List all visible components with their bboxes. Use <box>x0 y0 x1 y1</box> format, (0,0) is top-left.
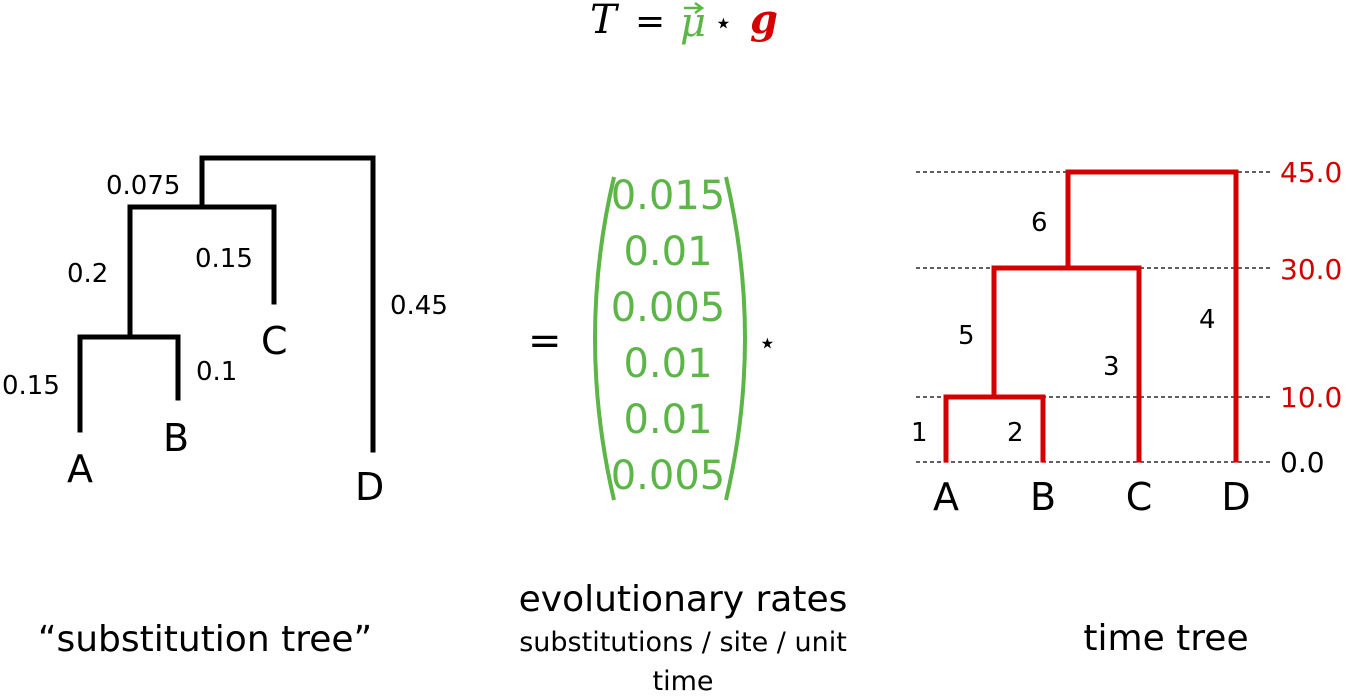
time-label-10: 10.0 <box>1280 381 1342 414</box>
formula-star: ⋆ <box>714 6 733 41</box>
branch-number-5: 5 <box>958 321 975 351</box>
time-label-45: 45.0 <box>1280 156 1342 189</box>
rate-value: 0.015 <box>611 173 726 219</box>
time-tree <box>943 169 1239 463</box>
formula-T: T <box>590 0 620 43</box>
leaf-b: B <box>163 416 189 460</box>
branch-length-d: 0.45 <box>390 291 448 321</box>
branch-length-0075: 0.075 <box>106 171 180 201</box>
time-branch-d <box>1065 169 1239 463</box>
substitution-tree-caption: “substitution tree” <box>38 619 372 660</box>
leaf-c: C <box>261 319 288 363</box>
branch-length-02: 0.2 <box>67 259 108 289</box>
abc-branch-c <box>127 204 277 305</box>
time-label-30: 30.0 <box>1280 253 1342 286</box>
leaf-a: A <box>67 447 93 491</box>
vector-arrow-icon <box>684 1 705 15</box>
leaf-d: D <box>355 465 384 509</box>
time-tree-caption: time tree <box>1083 618 1248 659</box>
rate-value: 0.005 <box>611 453 726 499</box>
rate-value: 0.01 <box>623 341 712 387</box>
formula-equals: = <box>635 1 665 42</box>
left-paren-icon <box>593 176 616 501</box>
time-label-0: 0.0 <box>1280 446 1325 479</box>
time-tree-branch-numbers: 6 5 4 3 2 1 <box>911 208 1216 448</box>
time-branch-b <box>943 394 1046 463</box>
substitution-tree <box>77 155 376 453</box>
time-leaf-d: D <box>1221 475 1250 519</box>
rates-equals: = <box>528 318 562 364</box>
root-branch-d <box>199 155 376 453</box>
rate-value: 0.005 <box>611 285 726 331</box>
formula-title: T = μ ⋆ g <box>590 0 778 46</box>
substitution-tree-labels: 0.075 0.2 0.15 0.15 0.1 0.45 A B C D <box>2 171 448 509</box>
time-leaf-c: C <box>1126 475 1153 519</box>
branch-length-b: 0.1 <box>196 357 237 387</box>
rates-star: ⋆ <box>758 326 777 361</box>
branch-length-a: 0.15 <box>2 371 60 401</box>
branch-number-2: 2 <box>1007 418 1024 448</box>
branch-length-c: 0.15 <box>195 244 253 274</box>
time-gridlines <box>916 171 1270 463</box>
time-axis-labels: 45.0 30.0 10.0 0.0 <box>1280 156 1342 479</box>
branch-number-3: 3 <box>1103 352 1120 382</box>
branch-number-4: 4 <box>1199 305 1216 335</box>
rates-subcaption-line1: substitutions / site / unit <box>519 627 847 658</box>
branch-number-6: 6 <box>1031 208 1048 238</box>
rates-caption: evolutionary rates <box>519 579 848 620</box>
rates-subcaption-line2: time <box>652 666 713 697</box>
time-branch-c <box>991 265 1142 463</box>
time-leaf-a: A <box>933 475 959 519</box>
ab-branch-b <box>77 334 181 401</box>
formula-g: g <box>750 0 778 43</box>
rates-matrix: 0.015 0.01 0.005 0.01 0.01 0.005 <box>593 173 747 501</box>
rate-value: 0.01 <box>623 397 712 443</box>
right-paren-icon <box>724 176 747 501</box>
rate-value: 0.01 <box>623 229 712 275</box>
time-leaf-b: B <box>1030 475 1056 519</box>
time-tree-leaves: A B C D <box>933 475 1251 519</box>
branch-number-1: 1 <box>911 418 928 448</box>
